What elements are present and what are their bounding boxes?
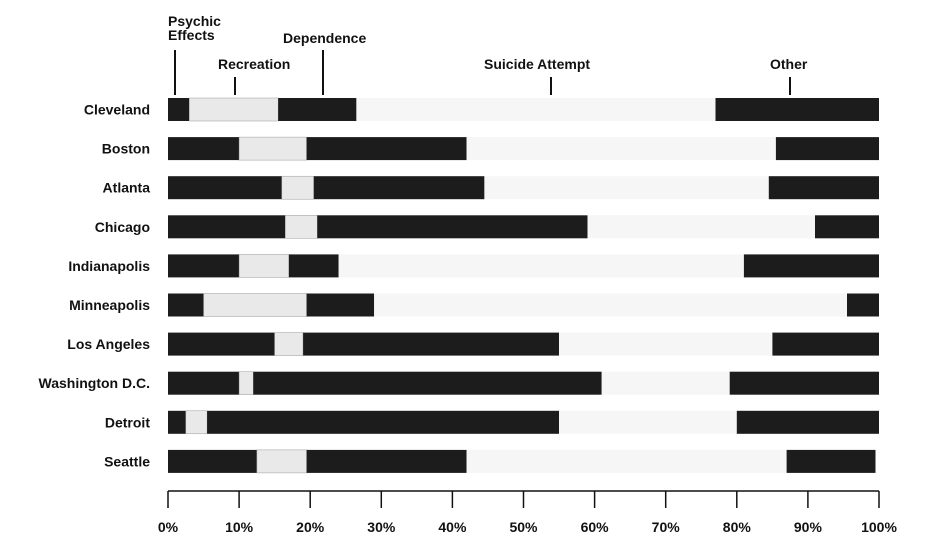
bar-segment-psychic-effects bbox=[168, 332, 275, 356]
category-label: Boston bbox=[102, 141, 150, 157]
category-label: Detroit bbox=[105, 414, 150, 430]
bar-segment-psychic-effects bbox=[168, 371, 240, 395]
bar-segment-suicide-attempt bbox=[374, 293, 847, 317]
bar-segment-recreation bbox=[274, 332, 304, 356]
bar-segment-recreation bbox=[281, 175, 315, 200]
legend-label-dependence: Dependence bbox=[283, 30, 366, 46]
bar-segment-recreation bbox=[189, 97, 279, 122]
category-label: Washington D.C. bbox=[39, 375, 150, 391]
bar-segment-other bbox=[736, 410, 879, 434]
bar-segment-psychic-effects bbox=[168, 293, 204, 317]
x-tick-label: 70% bbox=[652, 519, 681, 535]
category-label: Cleveland bbox=[84, 102, 150, 118]
bar-segment-psychic-effects bbox=[168, 410, 186, 434]
bar-segment-psychic-effects bbox=[168, 176, 282, 200]
legend-label-psychic-line1: Psychic bbox=[168, 13, 221, 29]
bar-segment-psychic-effects bbox=[168, 137, 240, 161]
bar-segment-dependence bbox=[313, 176, 485, 200]
bar-segment-other bbox=[786, 449, 876, 473]
x-tick-label: 80% bbox=[723, 519, 752, 535]
bar-segment-suicide-attempt bbox=[601, 371, 730, 395]
bar-segment-psychic-effects bbox=[168, 449, 257, 473]
bar-segment-recreation bbox=[285, 215, 318, 239]
bar-segment-other bbox=[847, 293, 879, 317]
x-tick-label: 100% bbox=[861, 519, 897, 535]
category-label: Chicago bbox=[95, 219, 150, 235]
legend-label-psychic-effects: Psychic Effects bbox=[168, 13, 225, 43]
x-axis: 0% 10% 20% 30% 40% 50% 60% 70% 80% 90% 100% bbox=[158, 490, 897, 535]
bar-segment-recreation bbox=[185, 410, 208, 435]
bars-layer bbox=[168, 97, 879, 474]
bar-segment-recreation bbox=[238, 136, 307, 161]
bar-segment-suicide-attempt bbox=[466, 449, 787, 473]
bar-segment-dependence bbox=[288, 254, 339, 278]
bar-segment-suicide-attempt bbox=[559, 332, 773, 356]
legend-label-psychic-line2: Effects bbox=[168, 27, 215, 43]
legend-label-other: Other bbox=[770, 56, 808, 72]
category-label: Minneapolis bbox=[69, 297, 150, 313]
bar-segment-other bbox=[772, 332, 879, 356]
category-label: Los Angeles bbox=[67, 336, 150, 352]
bar-segment-other bbox=[768, 176, 879, 200]
bar-segment-other bbox=[729, 371, 879, 395]
bar-segment-recreation bbox=[203, 293, 307, 317]
legend: Psychic Effects Recreation Dependence Su… bbox=[168, 13, 808, 95]
bar-segment-recreation bbox=[238, 254, 290, 278]
x-tick-label: 50% bbox=[509, 519, 538, 535]
x-tick-label: 20% bbox=[296, 519, 325, 535]
category-label: Indianapolis bbox=[68, 258, 150, 274]
bar-segment-dependence bbox=[306, 449, 467, 473]
x-tick-label: 10% bbox=[225, 519, 254, 535]
bar-segment-dependence bbox=[317, 215, 588, 239]
x-tick-label: 60% bbox=[581, 519, 610, 535]
bar-segment-psychic-effects bbox=[168, 254, 240, 278]
category-labels: Cleveland Boston Atlanta Chicago Indianapoli… bbox=[39, 102, 151, 470]
bar-segment-dependence bbox=[253, 371, 602, 395]
bar-segment-suicide-attempt bbox=[559, 410, 737, 434]
bar-segment-recreation bbox=[238, 371, 254, 395]
x-tick-label: 40% bbox=[438, 519, 467, 535]
bar-segment-suicide-attempt bbox=[466, 137, 776, 161]
category-label: Atlanta bbox=[103, 180, 151, 196]
bar-segment-psychic-effects bbox=[168, 215, 286, 239]
bar-segment-dependence bbox=[306, 293, 375, 317]
bar-segment-dependence bbox=[278, 98, 357, 121]
bar-segment-recreation bbox=[256, 449, 307, 474]
category-label: Seattle bbox=[104, 453, 150, 469]
x-tick-label: 90% bbox=[794, 519, 823, 535]
bar-segment-suicide-attempt bbox=[484, 176, 769, 200]
legend-label-recreation: Recreation bbox=[218, 56, 290, 72]
bar-segment-dependence bbox=[303, 332, 560, 356]
bar-segment-other bbox=[775, 137, 879, 161]
legend-label-suicide-attempt: Suicide Attempt bbox=[484, 56, 590, 72]
bar-segment-suicide-attempt bbox=[356, 98, 716, 121]
bar-segment-psychic-effects bbox=[168, 98, 190, 121]
bar-segment-other bbox=[743, 254, 879, 278]
x-tick-label: 30% bbox=[367, 519, 396, 535]
bar-segment-dependence bbox=[306, 137, 467, 161]
x-tick-label: 0% bbox=[158, 519, 179, 535]
bar-segment-dependence bbox=[207, 410, 559, 434]
bar-segment-other bbox=[815, 215, 879, 239]
bar-segment-suicide-attempt bbox=[338, 254, 744, 278]
bar-segment-other bbox=[715, 98, 879, 121]
bar-segment-suicide-attempt bbox=[587, 215, 815, 239]
